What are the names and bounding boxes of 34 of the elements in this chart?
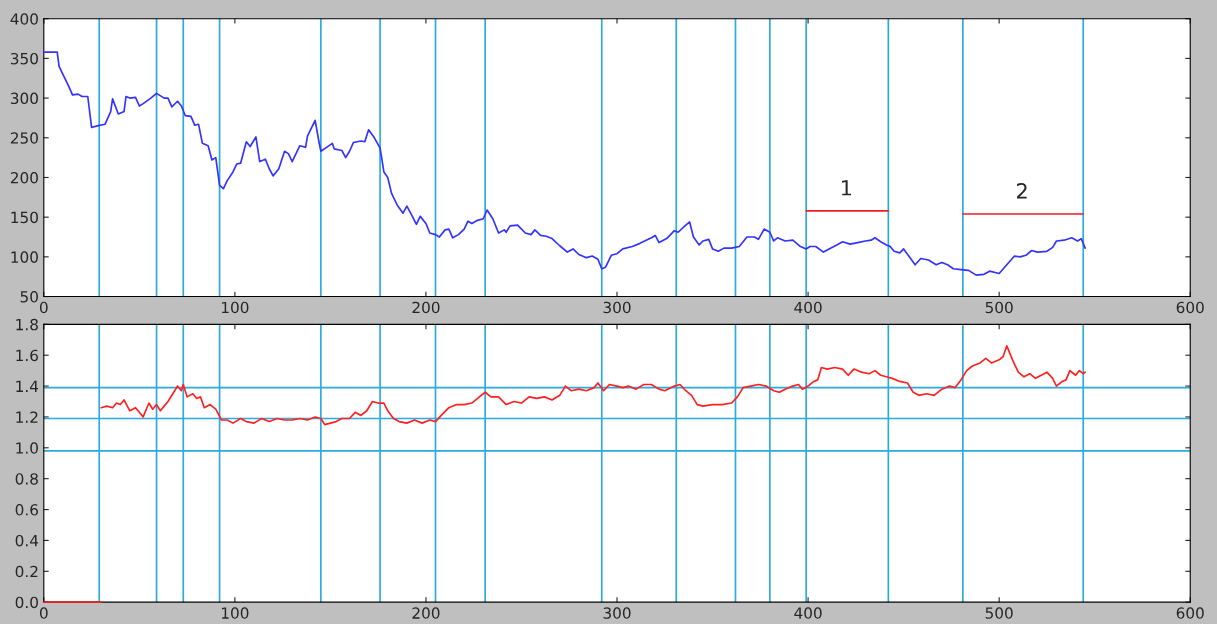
- y-tick-label: 50: [20, 291, 38, 303]
- x-tick-label: 400: [794, 301, 822, 314]
- x-tick-label: 500: [985, 301, 1013, 314]
- y-tick-label: 0.4: [15, 534, 39, 547]
- y-tick-label: 1.8: [16, 318, 38, 331]
- y-tick-label: 100: [11, 251, 38, 263]
- y-tick-label: 0.0: [15, 596, 38, 609]
- y-tick-label: 400: [10, 13, 38, 25]
- x-tick-label: 100: [221, 607, 249, 619]
- y-tick-label: 200: [10, 171, 38, 184]
- y-tick-label: 0.8: [15, 473, 38, 485]
- y-tick-label: 0.2: [15, 565, 38, 578]
- x-tick-label: 0: [39, 301, 48, 314]
- x-tick-label: 500: [985, 607, 1013, 619]
- x-tick-label: 0: [39, 607, 48, 619]
- x-tick-label: 600: [1176, 607, 1204, 619]
- x-tick-label: 600: [1176, 301, 1204, 314]
- y-tick-label: 1.6: [16, 349, 38, 362]
- y-tick-label: 150: [11, 211, 38, 224]
- x-tick-label: 400: [794, 607, 822, 619]
- y-tick-label: 0.6: [15, 504, 38, 516]
- annotation: 2: [1016, 183, 1027, 199]
- x-tick-label: 200: [412, 301, 440, 314]
- y-tick-label: 250: [10, 132, 38, 144]
- x-tick-label: 200: [412, 607, 440, 619]
- annotation: 1: [841, 180, 852, 196]
- y-tick-label: 1.2: [16, 411, 38, 423]
- y-tick-label: 300: [10, 92, 38, 105]
- y-tick-label: 350: [10, 52, 38, 65]
- y-tick-label: 1.0: [16, 442, 38, 454]
- x-tick-label: 300: [603, 301, 631, 314]
- y-tick-label: 1.4: [16, 380, 39, 392]
- x-tick-label: 100: [221, 301, 249, 314]
- x-tick-label: 300: [603, 607, 631, 619]
